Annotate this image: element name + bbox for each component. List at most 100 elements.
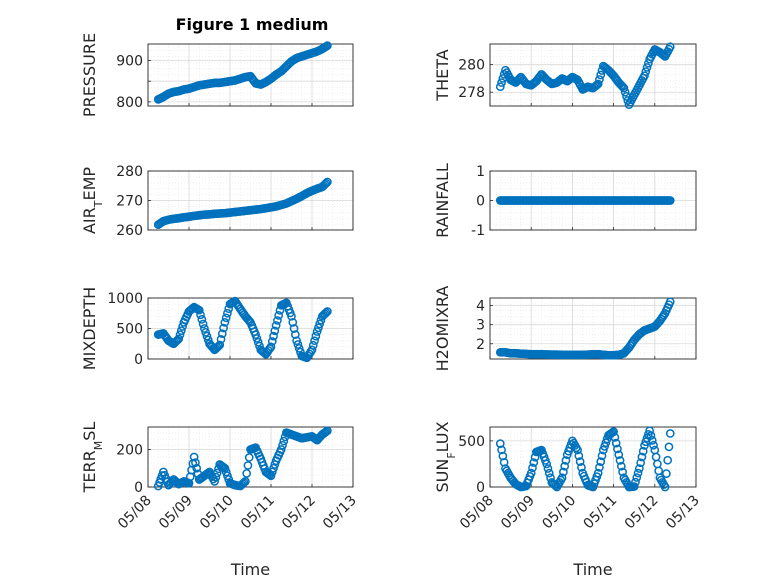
series-markers <box>153 296 332 363</box>
data-point <box>251 330 260 339</box>
x-tick-label: 05/09 <box>498 493 538 533</box>
data-point <box>636 458 645 468</box>
data-point <box>595 75 604 84</box>
data-point <box>613 444 622 454</box>
subplot-mixdepth: 0 500 1000 MIXDEPTH <box>80 287 354 370</box>
data-point <box>223 308 232 318</box>
figure-title: Figure 1 medium <box>176 15 329 34</box>
data-point <box>526 468 536 478</box>
data-point <box>616 461 626 471</box>
x-tick-label: 05/11 <box>581 493 621 533</box>
data-point <box>274 311 284 320</box>
data-point <box>550 480 559 490</box>
data-point <box>212 343 222 352</box>
data-point <box>638 446 648 456</box>
ylabel-4: MIXDEPTH <box>80 287 99 370</box>
data-point <box>294 343 304 353</box>
data-point <box>312 327 322 336</box>
ylabel-1: THETA <box>433 49 452 101</box>
data-point <box>529 458 539 467</box>
ylabel-5: H2OMIXRA <box>433 286 452 372</box>
data-point <box>269 331 278 341</box>
data-point <box>323 41 332 51</box>
data-point <box>559 467 568 477</box>
y-tick-label: 280 <box>116 164 143 180</box>
x-tick-label: 05/11 <box>238 493 278 533</box>
data-point <box>497 445 506 455</box>
data-point <box>543 464 553 473</box>
data-point <box>252 334 262 343</box>
data-point <box>211 472 221 482</box>
data-point <box>314 323 323 333</box>
data-point <box>242 469 252 478</box>
data-point <box>665 42 675 52</box>
data-point <box>197 315 207 324</box>
data-point <box>619 83 629 93</box>
x-tick-label: 05/13 <box>663 493 703 533</box>
data-point <box>192 463 202 473</box>
data-point <box>292 336 301 346</box>
data-point <box>542 459 552 469</box>
y-tick-label: 3 <box>476 318 485 334</box>
y-tick-label: 270 <box>116 194 143 210</box>
data-point <box>633 468 643 478</box>
data-point <box>244 316 254 326</box>
data-point <box>593 468 603 478</box>
data-point <box>273 316 282 325</box>
data-point <box>574 451 584 461</box>
data-point <box>528 463 537 473</box>
y-tick-label: 0 <box>476 480 485 496</box>
data-point <box>267 467 277 477</box>
data-point <box>662 469 671 478</box>
data-point <box>323 177 332 187</box>
data-point <box>215 340 225 350</box>
data-point <box>198 319 208 329</box>
data-point <box>635 464 644 473</box>
data-point <box>629 482 639 491</box>
data-point <box>243 461 253 470</box>
data-point <box>212 468 222 478</box>
data-point <box>640 71 649 81</box>
data-point <box>600 442 609 451</box>
data-point <box>609 427 618 436</box>
y-tick-label: 800 <box>116 95 143 111</box>
data-point <box>258 347 268 357</box>
data-point <box>595 463 604 472</box>
subplot-theta: 278 280 THETA <box>433 42 697 109</box>
data-point <box>560 461 570 471</box>
data-point <box>647 436 657 445</box>
data-point <box>176 326 186 335</box>
data-point <box>640 441 649 450</box>
subplot-terr-msl: 0 200 TERRMSL 05/08 05/09 05/10 05/11 05/12 05/1… <box>80 422 360 579</box>
x-tick-label: 05/09 <box>156 493 196 533</box>
series-markers <box>495 196 675 205</box>
series-markers <box>153 426 332 491</box>
axes-box <box>489 297 697 360</box>
data-point <box>241 477 250 486</box>
data-point <box>238 479 248 489</box>
subplot-pressure: 800 900 PRESSURE <box>80 33 354 117</box>
y-tick-label: 1 <box>476 164 485 180</box>
data-point <box>316 315 326 325</box>
data-point <box>221 467 231 477</box>
data-point <box>495 82 505 92</box>
data-point <box>271 321 281 330</box>
y-tick-label: 260 <box>116 223 143 239</box>
axes-box <box>147 43 354 107</box>
x-tick-label: 05/13 <box>320 493 360 533</box>
data-point <box>660 482 670 492</box>
x-tick-label: 05/12 <box>622 493 662 533</box>
data-point <box>615 456 625 465</box>
series-markers <box>153 177 332 230</box>
data-point <box>307 345 317 355</box>
data-point <box>614 450 624 460</box>
data-point <box>557 473 567 483</box>
data-point <box>270 326 280 336</box>
data-point <box>239 478 249 487</box>
data-point <box>191 458 200 467</box>
y-tick-label: 500 <box>116 322 143 338</box>
x-axis-label: Time <box>230 560 270 579</box>
data-point <box>649 440 658 450</box>
data-point <box>663 455 673 465</box>
